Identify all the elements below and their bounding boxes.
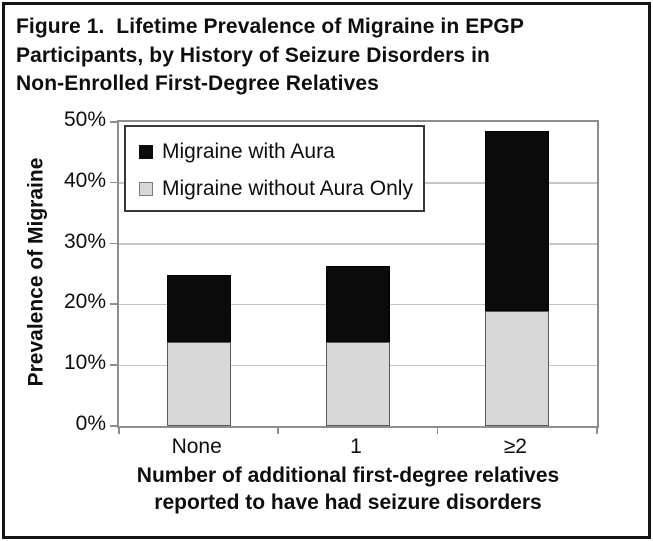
bar-segment-1-migraine-with-aura	[326, 266, 390, 342]
ytick-50: 50%	[63, 108, 106, 131]
ytick-0: 0%	[75, 412, 106, 435]
bar-segment-None-migraine-with-aura	[166, 275, 231, 342]
y-tickmark	[110, 364, 118, 366]
gridline-30%	[119, 243, 597, 245]
figure-title-line3: Non-Enrolled First-Degree Relatives	[16, 72, 379, 95]
figure-title-line2: Participants, by History of Seizure Diso…	[16, 43, 490, 67]
ytick-10: 10%	[63, 351, 106, 375]
figure-title-line1: Figure 1. Lifetime Prevalence of Migrain…	[16, 15, 524, 38]
xtick-1: 1	[350, 435, 362, 458]
xtick-none: None	[171, 435, 222, 458]
x-tickmark	[277, 428, 279, 434]
ytick-30: 30%	[63, 229, 106, 253]
legend-swatch-black	[139, 145, 153, 159]
ytick-40: 40%	[63, 168, 106, 192]
bar-segment-1-migraine-without-aura-only	[326, 341, 390, 426]
x-tickmark	[596, 428, 598, 434]
x-axis-title-line1: Number of additional first-degree relati…	[136, 464, 560, 487]
y-tickmark	[110, 121, 118, 123]
y-tickmark	[110, 242, 118, 245]
legend-item-migraine-without-aura: Migraine without Aura Only	[139, 177, 423, 201]
figure-title: Figure 1. Lifetime Prevalence of Migrain…	[16, 13, 641, 99]
legend-label: Migraine without Aura Only	[162, 177, 413, 200]
bar-segment-None-migraine-without-aura-only	[166, 341, 231, 426]
y-tickmark	[110, 181, 118, 184]
y-axis-title: Prevalence of Migraine	[16, 120, 56, 424]
x-tickmark	[118, 428, 120, 434]
bar-segment-2-migraine-without-aura-only	[485, 311, 550, 426]
ytick-20: 20%	[63, 290, 106, 314]
legend-swatch-gray	[139, 182, 153, 196]
x-axis-title: Number of additional first-degree relati…	[78, 462, 618, 516]
xtick-ge2: ≥2	[503, 435, 527, 458]
legend-label: Migraine with Aura	[162, 140, 335, 163]
x-axis-title-line2: reported to have had seizure disorders	[154, 491, 542, 514]
chart-legend: Migraine with Aura Migraine without Aura…	[124, 125, 425, 212]
x-tickmark	[436, 428, 439, 434]
y-tickmark	[110, 303, 118, 305]
y-tickmark	[110, 425, 118, 427]
legend-item-migraine-with-aura: Migraine with Aura	[139, 140, 423, 164]
bar-segment-2-migraine-with-aura	[485, 130, 550, 312]
